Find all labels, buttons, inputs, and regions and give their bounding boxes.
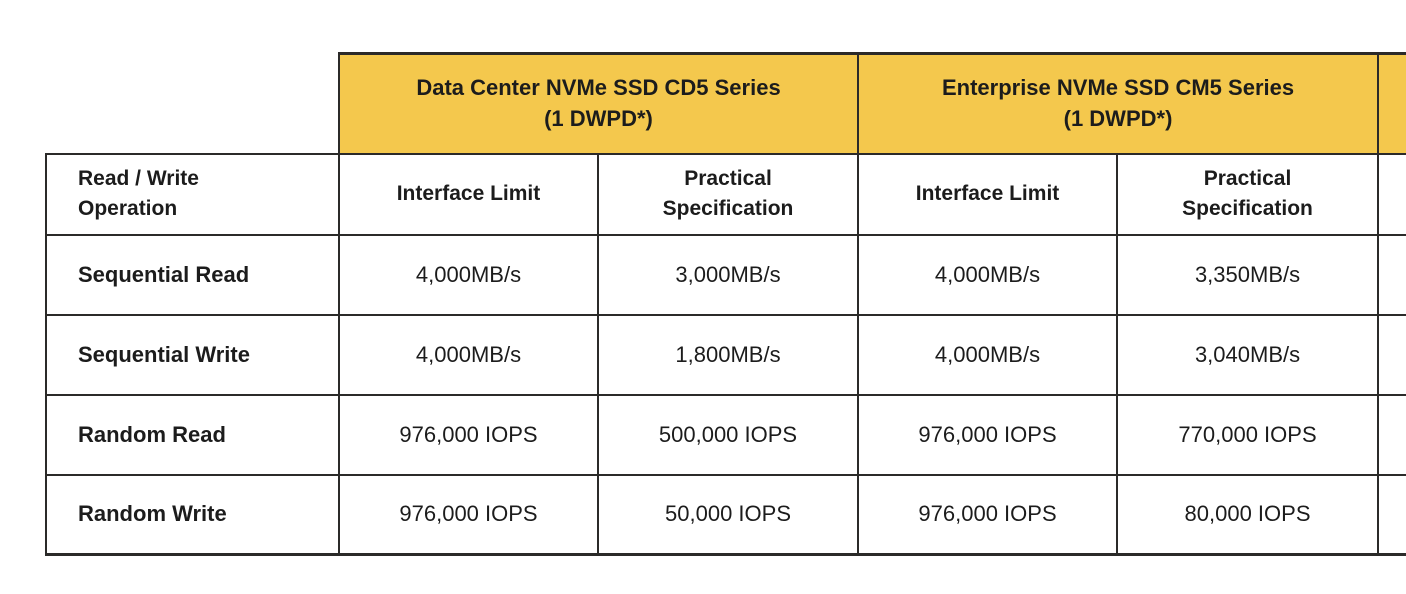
cell-cm5-practical-spec: 770,000 IOPS xyxy=(1116,393,1380,476)
column-header-cropped xyxy=(1377,152,1406,236)
row-label-random-write: Random Write xyxy=(45,473,340,556)
column-header-cd5-practical-spec: Practical Specification xyxy=(596,152,860,236)
group-header-cd5-series: Data Center NVMe SSD CD5 Series (1 DWPD*… xyxy=(337,52,860,155)
column-header-cm5-practical-spec: Practical Specification xyxy=(1116,152,1380,236)
cell-cropped xyxy=(1377,233,1406,316)
column-header-cd5-interface-limit: Interface Limit xyxy=(338,152,599,236)
cell-cm5-practical-spec: 80,000 IOPS xyxy=(1116,473,1380,556)
spacer-cell xyxy=(46,54,339,154)
cell-cm5-interface-limit: 976,000 IOPS xyxy=(857,393,1119,476)
cell-cd5-interface-limit: 4,000MB/s xyxy=(338,313,599,396)
cell-cm5-interface-limit: 4,000MB/s xyxy=(857,313,1119,396)
cell-cd5-practical-spec: 3,000MB/s xyxy=(596,233,860,316)
group-header-cm5-series: Enterprise NVMe SSD CM5 Series (1 DWPD*) xyxy=(857,52,1380,155)
cell-cm5-interface-limit: 976,000 IOPS xyxy=(857,473,1119,556)
spec-table-viewport: Data Center NVMe SSD CD5 Series (1 DWPD*… xyxy=(45,52,1406,594)
cell-cd5-interface-limit: 4,000MB/s xyxy=(338,233,599,316)
group-header-cropped xyxy=(1377,52,1406,155)
cell-cm5-interface-limit: 4,000MB/s xyxy=(857,233,1119,316)
table-row-random-write: Random Write 976,000 IOPS 50,000 IOPS 97… xyxy=(45,473,1406,556)
table-row-sequential-read: Sequential Read 4,000MB/s 3,000MB/s 4,00… xyxy=(45,233,1406,316)
column-header-row: Read / Write Operation Interface Limit P… xyxy=(45,152,1406,236)
cell-cd5-practical-spec: 1,800MB/s xyxy=(596,313,860,396)
column-header-cm5-interface-limit: Interface Limit xyxy=(857,152,1119,236)
cell-cd5-interface-limit: 976,000 IOPS xyxy=(338,393,599,476)
table-row-sequential-write: Sequential Write 4,000MB/s 1,800MB/s 4,0… xyxy=(45,313,1406,396)
row-label-random-read: Random Read xyxy=(45,393,340,476)
cell-cropped xyxy=(1377,473,1406,556)
group-header-row: Data Center NVMe SSD CD5 Series (1 DWPD*… xyxy=(46,52,1406,155)
cell-cm5-practical-spec: 3,350MB/s xyxy=(1116,233,1380,316)
cell-cd5-interface-limit: 976,000 IOPS xyxy=(338,473,599,556)
column-header-operation: Read / Write Operation xyxy=(45,152,340,236)
table-row-random-read: Random Read 976,000 IOPS 500,000 IOPS 97… xyxy=(45,393,1406,476)
cell-cd5-practical-spec: 500,000 IOPS xyxy=(596,393,860,476)
ssd-spec-table: Data Center NVMe SSD CD5 Series (1 DWPD*… xyxy=(45,52,1406,556)
row-label-sequential-write: Sequential Write xyxy=(45,313,340,396)
cell-cd5-practical-spec: 50,000 IOPS xyxy=(596,473,860,556)
cell-cropped xyxy=(1377,393,1406,476)
row-label-sequential-read: Sequential Read xyxy=(45,233,340,316)
cell-cm5-practical-spec: 3,040MB/s xyxy=(1116,313,1380,396)
cell-cropped xyxy=(1377,313,1406,396)
